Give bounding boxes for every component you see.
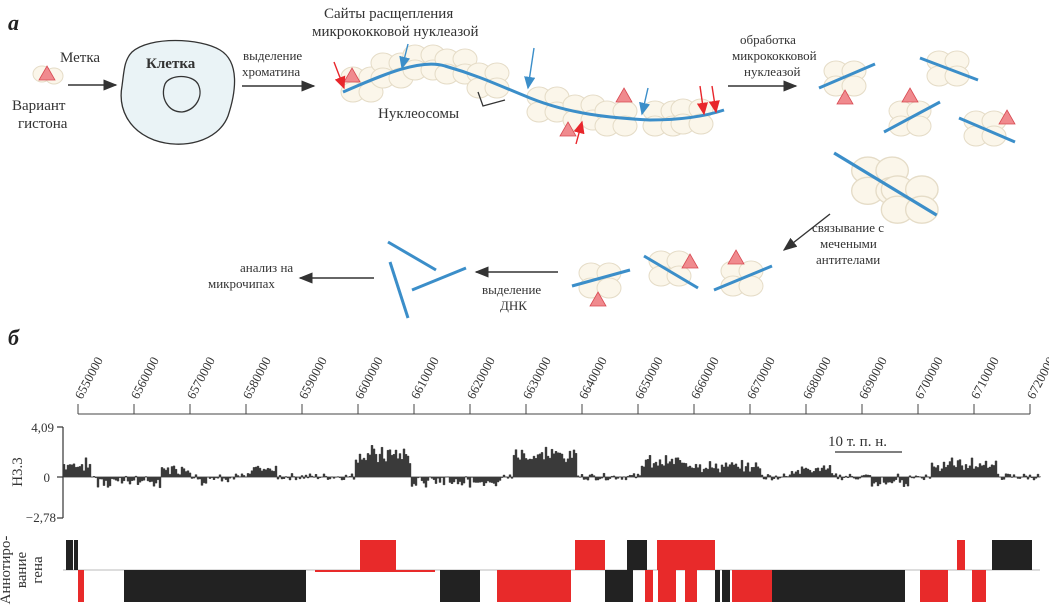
coordinate-tick-label: 6680000	[799, 354, 834, 401]
coordinate-tick-label: 6600000	[351, 354, 386, 401]
gene-block	[920, 570, 948, 602]
antibody-bound-nucleosomes	[571, 249, 773, 307]
cleavage-arrow-red	[696, 85, 708, 116]
cleavage-arrow-red	[333, 61, 346, 90]
isolation-label-line1: выделение	[243, 48, 302, 63]
coordinate-tick-label: 6660000	[687, 354, 722, 401]
scalebar-label: 10 т. п. н.	[828, 434, 887, 450]
y-zero-label: 0	[44, 470, 51, 485]
microarray-label-line2: микрочипах	[208, 276, 275, 291]
variant-label-line2: гистона	[18, 116, 68, 132]
cell-label: Клетка	[146, 56, 196, 72]
cleavage-arrow-blue	[399, 43, 411, 70]
annotation-label-line1: Аннотиро-	[0, 536, 14, 605]
cleavage-arrow-red	[708, 85, 720, 114]
histone-variant-icon	[32, 65, 64, 85]
gene-block	[658, 570, 676, 602]
coordinate-tick-label: 6610000	[407, 354, 442, 401]
annotation-label-line2: вание	[14, 552, 30, 589]
cleavage-sites-label-line1: Сайты расщепления	[324, 6, 453, 22]
gene-block	[66, 540, 73, 570]
coordinate-tick-label: 6570000	[183, 354, 218, 401]
gene-annotation-track	[66, 540, 1032, 602]
isolation-label-line2: хроматина	[242, 64, 300, 79]
coordinate-tick-label: 6590000	[295, 354, 330, 401]
gene-block	[732, 570, 772, 602]
gene-block	[78, 570, 84, 602]
coordinate-tick-label: 6670000	[743, 354, 778, 401]
binding-label-line1: связывание с	[812, 220, 884, 235]
tag-icon	[615, 87, 633, 103]
annotation-label-line3: гена	[30, 556, 46, 584]
gene-block	[440, 570, 480, 602]
gene-block	[645, 570, 653, 602]
dna-isolation-label-line2: ДНК	[500, 298, 527, 313]
panel-b-letter: б	[8, 325, 20, 350]
dna-fragments	[387, 240, 467, 319]
track-label: Н3.3	[10, 457, 26, 487]
gene-block	[627, 540, 647, 570]
coordinate-tick-label: 6700000	[911, 354, 946, 401]
y-min-label: −2,78	[26, 510, 56, 525]
gene-block	[360, 540, 396, 570]
cleavage-arrow-blue	[524, 47, 536, 90]
coordinate-tick-label: 6720000	[1023, 354, 1049, 401]
gene-block	[957, 540, 965, 570]
binding-label-line3: антителами	[816, 252, 880, 267]
chromatin-fiber	[340, 44, 714, 137]
coordinate-tick-label: 6620000	[463, 354, 498, 401]
microarray-label-line1: анализ на	[240, 260, 293, 275]
nucleosome-fragments	[818, 50, 1016, 224]
arrow-to-bound	[782, 213, 831, 251]
coordinate-tick-label: 6710000	[967, 354, 1002, 401]
cleavage-sites-label-line2: микрококковой нуклеазой	[312, 24, 479, 40]
tag-label: Метка	[60, 50, 100, 66]
gene-block	[575, 540, 605, 570]
gene-block	[74, 540, 78, 570]
coordinate-tick-label: 6550000	[71, 354, 106, 401]
gene-block	[992, 540, 1032, 570]
binding-label-line2: мечеными	[820, 236, 877, 251]
coordinate-tick-label: 6560000	[127, 354, 162, 401]
gene-block	[972, 570, 986, 602]
treatment-label-line3: нуклеазой	[744, 64, 801, 79]
y-max-label: 4,09	[31, 420, 54, 435]
gene-block	[657, 540, 715, 570]
gene-block	[124, 570, 306, 602]
coordinate-tick-label: 6630000	[519, 354, 554, 401]
nucleosome-pointer	[477, 91, 506, 107]
cleavage-arrow-red	[573, 120, 585, 145]
coordinate-tick-label: 6690000	[855, 354, 890, 401]
variant-label-line1: Вариант	[12, 98, 66, 114]
coordinate-tick-label: 6640000	[575, 354, 610, 401]
coordinate-tick-label: 6580000	[239, 354, 274, 401]
dna-isolation-label-line1: выделение	[482, 282, 541, 297]
gene-block	[772, 570, 905, 602]
treatment-label-line1: обработка	[740, 32, 796, 47]
h33-signal-track	[62, 445, 1042, 488]
gene-block	[715, 570, 720, 602]
treatment-label-line2: микрококковой	[732, 48, 817, 63]
dna-strand	[342, 62, 725, 122]
panel-a-letter: а	[8, 10, 19, 35]
coordinate-tick-label: 6650000	[631, 354, 666, 401]
gene-block	[497, 570, 571, 602]
gene-block	[685, 570, 697, 602]
gene-block	[605, 570, 633, 602]
cleavage-arrow-blue	[639, 87, 650, 116]
nucleosomes-label: Нуклеосомы	[378, 106, 459, 122]
coordinate-ruler: 6550000 6560000 6570000 6580000 6590000 66000…	[71, 354, 1049, 415]
cell-icon	[120, 39, 236, 145]
gene-block	[722, 570, 730, 602]
gene-block	[315, 570, 435, 572]
